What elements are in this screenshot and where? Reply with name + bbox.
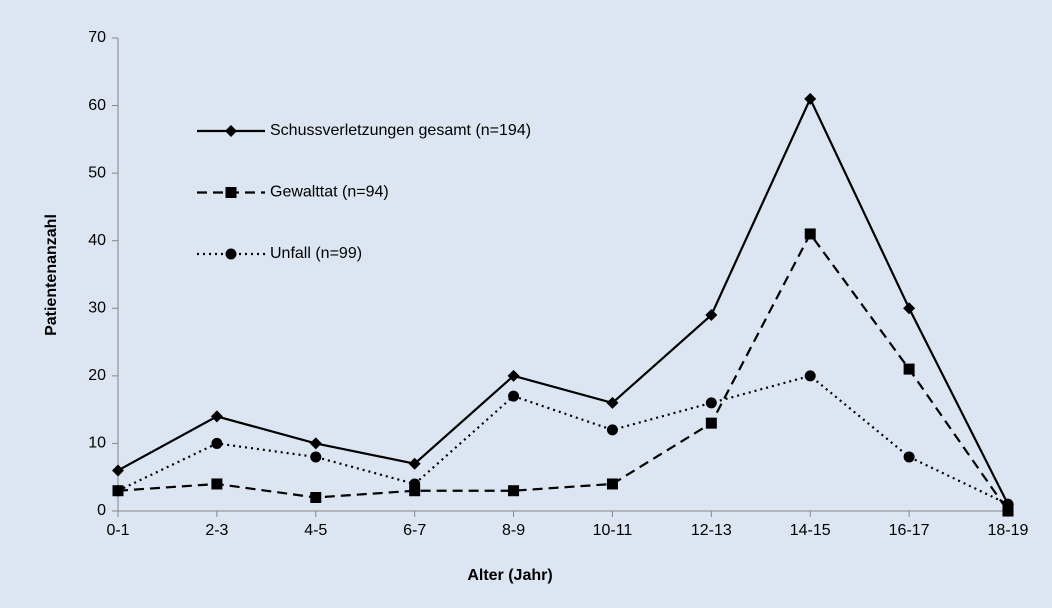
data-point [606,424,618,436]
x-tick-label: 14-15 [790,522,831,539]
legend-label: Gewalttat (n=94) [270,184,389,201]
legend-label: Schussverletzungen gesamt (n=194) [270,122,531,139]
y-tick-label: 30 [88,300,106,317]
data-point [705,397,717,409]
data-point [508,390,520,402]
data-point [409,478,421,490]
data-point [903,363,915,375]
x-tick-label: 6-7 [403,522,426,539]
series-line [117,96,1009,505]
data-point [211,437,223,449]
data-point [310,491,322,503]
data-point [705,417,717,429]
x-tick-label: 8-9 [502,522,525,539]
data-point [1002,505,1014,517]
data-point [408,457,421,470]
data-point [606,478,618,490]
data-point [507,369,520,382]
x-tick-label: 18-19 [988,522,1029,539]
x-axis-label: Alter (Jahr) [467,567,552,584]
y-axis-label: Patientenanzahl [43,214,60,336]
data-point [112,464,124,477]
x-tick-label: 0-1 [106,522,129,539]
legend-marker [225,248,237,260]
data-point [112,485,124,497]
data-point [804,228,816,240]
data-point [309,437,322,450]
x-tick-label: 10-11 [593,522,633,539]
y-tick-label: 40 [88,232,106,249]
x-tick-label: 4-5 [304,522,327,539]
x-tick-label: 2-3 [205,522,228,539]
data-point [804,92,817,105]
data-point [210,410,223,423]
y-tick-label: 50 [88,164,106,181]
series-line [117,374,1009,506]
data-point [508,485,520,497]
y-tick-label: 10 [88,435,106,452]
legend-label: Unfall (n=99) [270,245,362,262]
legend-marker [225,125,237,137]
data-point [606,396,619,409]
data-point [409,485,421,497]
y-tick-label: 0 [97,502,106,519]
series-line [117,231,1009,512]
data-point [1002,498,1014,510]
legend-marker [225,187,237,198]
x-tick-label: 16-17 [889,522,930,539]
data-point [804,370,816,382]
data-point [211,478,223,490]
y-tick-label: 70 [88,29,106,46]
data-point [903,451,915,463]
data-point [310,451,322,463]
x-tick-label: 12-13 [691,522,732,539]
y-tick-label: 20 [88,367,106,384]
y-tick-label: 60 [88,97,106,114]
data-point [705,309,718,322]
data-point [903,302,916,315]
